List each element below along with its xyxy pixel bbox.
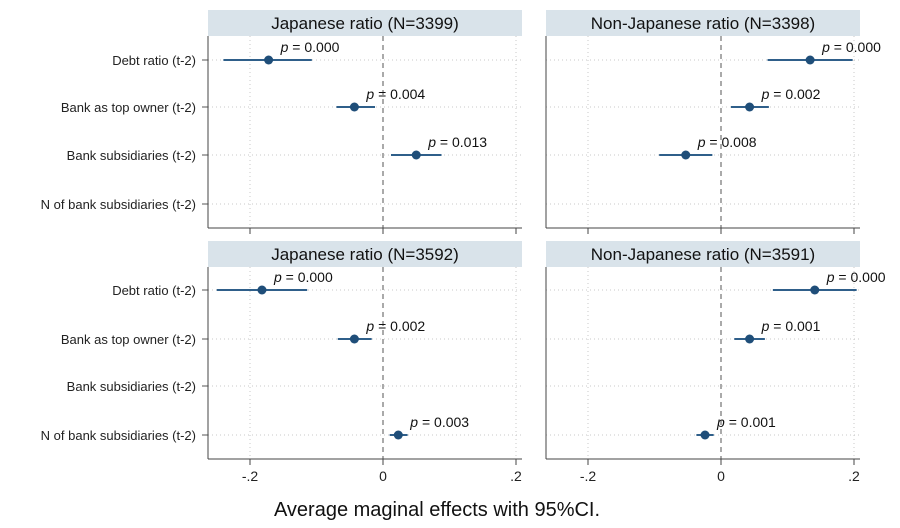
p-symbol: p — [761, 318, 770, 334]
category-label: Bank as top owner (t-2) — [61, 332, 196, 347]
p-symbol: p — [273, 269, 282, 285]
category-label: N of bank subsidiaries (t-2) — [41, 197, 196, 212]
panel-title: Non-Japanese ratio (N=3591) — [591, 245, 815, 264]
estimate-point — [745, 334, 755, 344]
p-value: = 0.000 — [830, 39, 881, 55]
estimate-point — [264, 55, 274, 65]
p-value: = 0.003 — [418, 414, 469, 430]
p-symbol: p — [365, 86, 374, 102]
p-value-label: p = 0.001 — [716, 414, 776, 430]
category-label: N of bank subsidiaries (t-2) — [41, 428, 196, 443]
panel-title: Japanese ratio (N=3592) — [271, 245, 459, 264]
p-value-label: p = 0.008 — [697, 134, 757, 150]
p-symbol: p — [697, 134, 706, 150]
p-value-label: p = 0.000 — [273, 269, 333, 285]
p-symbol: p — [427, 134, 436, 150]
category-label: Debt ratio (t-2) — [112, 53, 196, 68]
estimate-point — [349, 102, 359, 112]
p-symbol: p — [716, 414, 725, 430]
p-value-label: p = 0.013 — [427, 134, 487, 150]
estimate-point — [745, 102, 755, 112]
panel-header — [208, 241, 522, 267]
estimate-point — [349, 334, 359, 344]
p-value-label: p = 0.000 — [280, 39, 340, 55]
panel-header — [208, 10, 522, 36]
p-symbol: p — [761, 86, 770, 102]
estimate-point — [681, 150, 691, 160]
p-symbol: p — [280, 39, 289, 55]
panel-header — [546, 241, 860, 267]
estimate-point — [700, 430, 710, 440]
p-symbol: p — [821, 39, 830, 55]
p-value: = 0.013 — [436, 134, 487, 150]
p-value: = 0.001 — [769, 318, 820, 334]
p-value: = 0.002 — [374, 318, 425, 334]
x-tick-label: .2 — [510, 468, 522, 484]
p-symbol: p — [409, 414, 418, 430]
estimate-point — [810, 285, 820, 295]
x-axis-title: Average maginal effects with 95%CI. — [274, 499, 600, 521]
p-value-label: p = 0.003 — [409, 414, 469, 430]
p-value: = 0.008 — [706, 134, 757, 150]
p-value: = 0.000 — [835, 269, 886, 285]
category-label: Bank subsidiaries (t-2) — [67, 379, 196, 394]
p-value-label: p = 0.002 — [365, 318, 425, 334]
p-value-label: p = 0.000 — [826, 269, 886, 285]
estimate-point — [805, 55, 815, 65]
p-value-label: p = 0.004 — [365, 86, 425, 102]
x-tick-label: -.2 — [580, 468, 597, 484]
category-label: Bank as top owner (t-2) — [61, 100, 196, 115]
x-tick-label: .2 — [848, 468, 860, 484]
panel-header — [546, 10, 860, 36]
p-value: = 0.000 — [282, 269, 333, 285]
p-value-label: p = 0.000 — [821, 39, 881, 55]
p-value: = 0.001 — [725, 414, 776, 430]
p-value: = 0.004 — [374, 86, 425, 102]
panel-title: Japanese ratio (N=3399) — [271, 14, 459, 33]
category-label: Debt ratio (t-2) — [112, 283, 196, 298]
x-tick-label: 0 — [379, 468, 387, 484]
category-label: Bank subsidiaries (t-2) — [67, 148, 196, 163]
x-tick-label: -.2 — [242, 468, 259, 484]
p-symbol: p — [365, 318, 374, 334]
x-tick-label: 0 — [717, 468, 725, 484]
p-value: = 0.002 — [769, 86, 820, 102]
p-value: = 0.000 — [288, 39, 339, 55]
p-value-label: p = 0.002 — [761, 86, 821, 102]
estimate-point — [393, 430, 403, 440]
panel-title: Non-Japanese ratio (N=3398) — [591, 14, 815, 33]
estimate-point — [257, 285, 267, 295]
p-value-label: p = 0.001 — [761, 318, 821, 334]
estimate-point — [411, 150, 421, 160]
p-symbol: p — [826, 269, 835, 285]
